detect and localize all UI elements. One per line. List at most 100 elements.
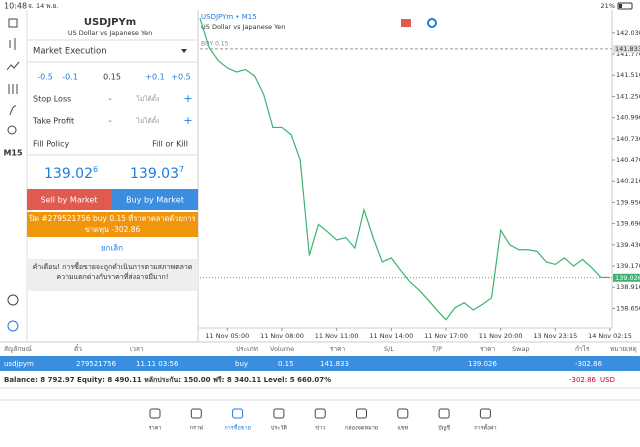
- position-cell: usdjpym: [4, 360, 34, 368]
- close-button[interactable]: [27, 212, 198, 237]
- ask-price: 139.037: [130, 165, 184, 183]
- tab-icon[interactable]: [314, 408, 326, 419]
- tab-label[interactable]: การซื้อขาย: [224, 424, 250, 432]
- volume-step[interactable]: -0.5: [37, 73, 53, 82]
- stop-loss-label: Stop Loss: [33, 95, 71, 104]
- take-profit-plus[interactable]: +: [183, 114, 192, 127]
- tab-icon[interactable]: [273, 408, 285, 419]
- tab-label[interactable]: บัญชี: [438, 425, 450, 432]
- position-cell: 11.11 03:56: [136, 360, 179, 368]
- status-date: จ. 14 พ.ย.: [28, 2, 59, 10]
- position-cell: -302.86: [575, 360, 603, 368]
- icon[interactable]: [8, 18, 18, 28]
- column-header: Volume: [270, 345, 294, 353]
- column-header: ประเภท: [236, 345, 258, 353]
- y-tick-label: 141.250: [616, 92, 640, 100]
- buy-label[interactable]: Buy by Market: [126, 196, 184, 205]
- icon[interactable]: [6, 61, 20, 71]
- close-label[interactable]: ปิด #279521756 buy 0.15 ที่ราคาตลาดด้วยก…: [29, 214, 196, 234]
- y-tick-label: 140.210: [616, 177, 640, 185]
- cancel[interactable]: ยกเลิก: [101, 244, 123, 253]
- y-tick-label: 140.470: [616, 156, 640, 164]
- tab-label[interactable]: กล่องจดหมาย: [345, 426, 378, 432]
- sell-label[interactable]: Sell by Market: [41, 196, 98, 205]
- bid-price: 139.026: [44, 165, 98, 183]
- column-header: กำไร: [575, 345, 590, 353]
- x-tick-label: 13 Nov 23:15: [533, 332, 577, 340]
- timeframe[interactable]: M15: [3, 149, 23, 158]
- icon[interactable]: [7, 125, 17, 135]
- warning-box: [27, 259, 198, 291]
- chart-title: USDJPYm • M15: [201, 13, 257, 21]
- bid-main: 139.02: [44, 166, 93, 182]
- y-tick-label: 142.030: [616, 29, 640, 37]
- volume-step[interactable]: +0.1: [145, 73, 164, 82]
- tab-icon[interactable]: [479, 408, 491, 419]
- x-tick-label: 11 Nov 20:00: [479, 332, 523, 340]
- position-row[interactable]: [0, 356, 640, 371]
- y-tick-label: 139.430: [616, 241, 640, 249]
- bid-value: 139.026: [615, 274, 640, 282]
- ask-main: 139.03: [130, 166, 179, 182]
- tab-label[interactable]: ราคา: [149, 426, 162, 432]
- position-cell: 139.026: [468, 360, 497, 368]
- dropdown-caret[interactable]: [181, 49, 187, 53]
- stop-loss-value[interactable]: ไม่ได้ตั้ง: [136, 94, 159, 103]
- buy-level-value: 141.833: [615, 45, 640, 53]
- volume-step[interactable]: +0.5: [171, 73, 190, 82]
- one-click-icon[interactable]: [401, 19, 411, 27]
- total-profit: -302.86: [569, 376, 597, 384]
- buy-level-label: BUY 0.15: [201, 40, 229, 47]
- order-symbol[interactable]: USDJPYm: [84, 17, 136, 28]
- icon[interactable]: [7, 294, 19, 306]
- position-cell: 141.833: [320, 360, 349, 368]
- status-time: 10:48: [4, 2, 27, 11]
- tab-label[interactable]: ประวัติ: [271, 425, 287, 432]
- column-header: S/L: [384, 345, 394, 353]
- execution-type[interactable]: Market Execution: [33, 47, 107, 57]
- position-cell: 0.15: [278, 360, 294, 368]
- y-tick-label: 139.170: [616, 262, 640, 270]
- account-summary: Balance: 8 792.97 Equity: 8 490.11 หลักป…: [4, 376, 331, 384]
- buy-level-tag: [613, 44, 640, 53]
- icon[interactable]: [7, 320, 19, 332]
- tab-label[interactable]: ข่าว: [315, 426, 325, 432]
- stop-loss-plus[interactable]: +: [183, 92, 192, 105]
- y-tick-label: 139.690: [616, 220, 640, 228]
- volume-value[interactable]: 0.15: [103, 73, 121, 82]
- x-tick-label: 11 Nov 05:00: [205, 332, 249, 340]
- warning-text: คำเตือน! การซื้อขายจะถูกดำเนินการตามสภาพ…: [32, 263, 193, 281]
- column-header: T/P: [431, 345, 442, 353]
- tab-icon[interactable]: [232, 408, 244, 419]
- take-profit-minus[interactable]: -: [108, 116, 112, 127]
- buy-button[interactable]: [112, 189, 198, 210]
- chart-subtitle: US Dollar vs Japanese Yen: [201, 23, 285, 31]
- y-tick-label: 140.990: [616, 114, 640, 122]
- tab-icon[interactable]: [356, 408, 367, 419]
- chart-icon[interactable]: [427, 18, 437, 28]
- tab-icon[interactable]: [438, 408, 450, 419]
- tab-label[interactable]: กราฟ: [190, 425, 203, 432]
- currency: USD: [600, 376, 615, 384]
- y-tick-label: 140.730: [616, 135, 640, 143]
- close-label-box: ปิด #279521756 buy 0.15 ที่ราคาตลาดด้วยก…: [29, 214, 196, 234]
- ask-small: 7: [179, 165, 184, 174]
- volume-step[interactable]: -0.1: [62, 73, 78, 82]
- fill-policy-label: Fill Policy: [33, 140, 70, 149]
- stop-loss-minus[interactable]: -: [108, 94, 112, 105]
- x-tick-label: 14 Nov 02:15: [588, 332, 632, 340]
- warning-box-text: คำเตือน! การซื้อขายจะถูกดำเนินการตามสภาพ…: [32, 263, 193, 281]
- fill-policy-value[interactable]: Fill or Kill: [152, 140, 188, 149]
- tab-label[interactable]: การตั้งค่า: [474, 424, 496, 432]
- tab-icon[interactable]: [149, 408, 161, 419]
- order-description: US Dollar vs Japanese Yen: [68, 29, 152, 37]
- take-profit-value[interactable]: ไม่ได้ตั้ง: [136, 116, 159, 125]
- icon[interactable]: [9, 105, 17, 116]
- y-tick-label: 138.910: [616, 283, 640, 291]
- tab-icon[interactable]: [397, 408, 409, 419]
- tab-icon[interactable]: [190, 408, 202, 419]
- sell-button[interactable]: [27, 189, 112, 210]
- x-tick-label: 11 Nov 11:00: [315, 332, 359, 340]
- tab-label[interactable]: แชท: [397, 425, 408, 432]
- column-header: หมายเหตุ: [610, 345, 637, 353]
